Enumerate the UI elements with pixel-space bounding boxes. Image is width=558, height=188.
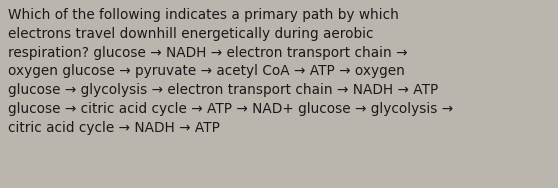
Text: glucose → citric acid cycle → ATP → NAD+ glucose → glycolysis →: glucose → citric acid cycle → ATP → NAD+… — [8, 102, 453, 116]
Text: glucose → glycolysis → electron transport chain → NADH → ATP: glucose → glycolysis → electron transpor… — [8, 83, 438, 97]
Text: oxygen glucose → pyruvate → acetyl CoA → ATP → oxygen: oxygen glucose → pyruvate → acetyl CoA →… — [8, 64, 405, 78]
Text: respiration? glucose → NADH → electron transport chain →: respiration? glucose → NADH → electron t… — [8, 45, 407, 60]
Text: citric acid cycle → NADH → ATP: citric acid cycle → NADH → ATP — [8, 121, 220, 135]
Text: Which of the following indicates a primary path by which: Which of the following indicates a prima… — [8, 8, 399, 22]
Text: electrons travel downhill energetically during aerobic: electrons travel downhill energetically … — [8, 27, 373, 41]
